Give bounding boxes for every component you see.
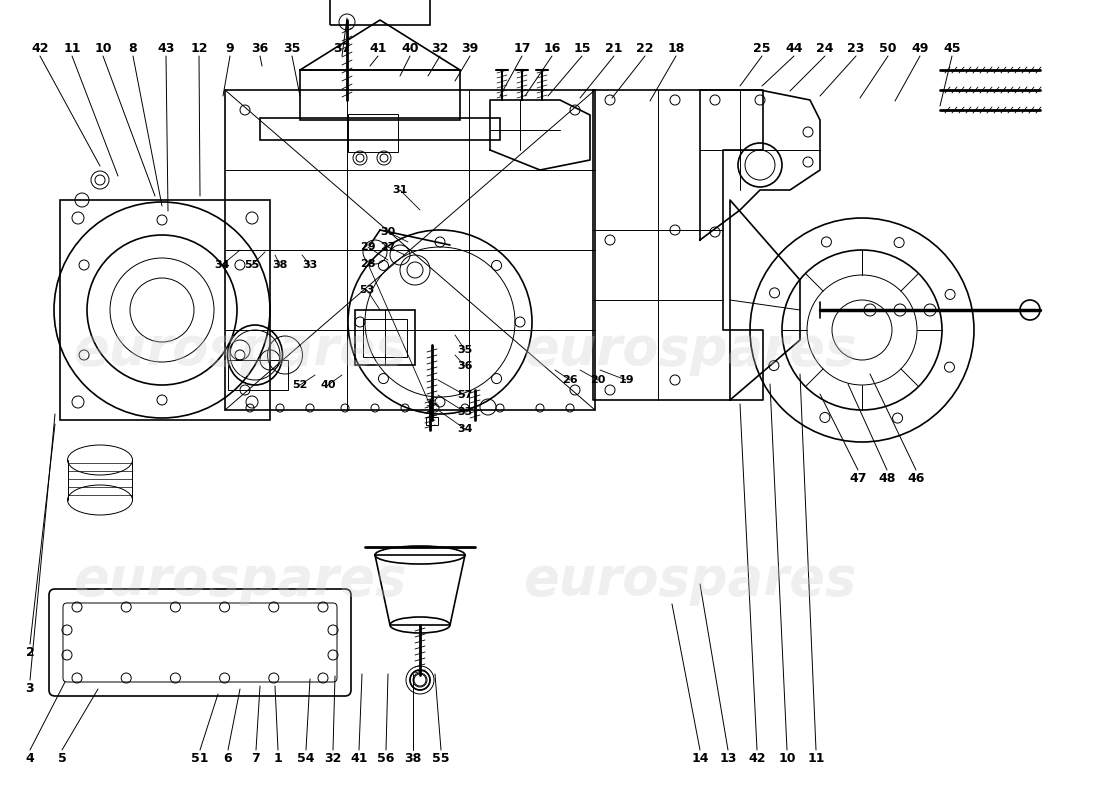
Text: 13: 13 (719, 751, 737, 765)
Text: 51: 51 (191, 751, 209, 765)
Text: 1: 1 (274, 751, 283, 765)
Text: 35: 35 (284, 42, 300, 54)
Bar (330, 0, 430, 25)
Text: 3: 3 (25, 682, 34, 694)
Text: 5: 5 (57, 751, 66, 765)
Bar (363, 319, 407, 357)
Text: 26: 26 (562, 375, 578, 385)
Text: 31: 31 (393, 185, 408, 195)
Text: 38: 38 (273, 260, 288, 270)
Text: 35: 35 (458, 345, 473, 355)
Text: 23: 23 (847, 42, 865, 54)
Text: 48: 48 (878, 471, 895, 485)
Text: 11: 11 (64, 42, 80, 54)
Text: eurospares: eurospares (524, 324, 857, 376)
Text: 45: 45 (944, 42, 960, 54)
Text: 27: 27 (381, 242, 396, 252)
Text: 44: 44 (785, 42, 803, 54)
Text: eurospares: eurospares (74, 554, 407, 606)
Text: 14: 14 (691, 751, 708, 765)
Text: 34: 34 (214, 260, 230, 270)
Text: 40: 40 (320, 380, 336, 390)
Text: 50: 50 (879, 42, 896, 54)
Text: 17: 17 (514, 42, 530, 54)
Text: 55: 55 (244, 260, 260, 270)
Text: 16: 16 (543, 42, 561, 54)
Text: 30: 30 (381, 227, 396, 237)
Text: 2: 2 (25, 646, 34, 658)
Bar (426, 417, 438, 425)
Text: 33: 33 (458, 407, 473, 417)
Text: 38: 38 (405, 751, 421, 765)
Text: 42: 42 (31, 42, 48, 54)
Text: 56: 56 (377, 751, 395, 765)
Bar (226, 90, 595, 410)
Text: 57: 57 (458, 390, 473, 400)
Bar (300, 70, 460, 120)
Bar (355, 310, 415, 365)
Text: 40: 40 (402, 42, 419, 54)
Bar (60, 200, 270, 420)
Text: 41: 41 (370, 42, 387, 54)
Text: 32: 32 (431, 42, 449, 54)
Text: 33: 33 (302, 260, 318, 270)
Text: 19: 19 (618, 375, 634, 385)
Text: 7: 7 (252, 751, 261, 765)
Text: 12: 12 (190, 42, 208, 54)
Text: 22: 22 (636, 42, 653, 54)
Text: 6: 6 (223, 751, 232, 765)
Text: 55: 55 (432, 751, 450, 765)
Text: 11: 11 (807, 751, 825, 765)
Text: 46: 46 (908, 471, 925, 485)
Text: 36: 36 (458, 361, 473, 371)
Text: 43: 43 (157, 42, 175, 54)
Text: 8: 8 (129, 42, 138, 54)
Bar (228, 360, 288, 390)
Text: 18: 18 (668, 42, 684, 54)
Text: 24: 24 (816, 42, 834, 54)
Text: 20: 20 (591, 375, 606, 385)
Text: 54: 54 (297, 751, 315, 765)
Text: 34: 34 (458, 424, 473, 434)
Text: 37: 37 (333, 42, 351, 54)
Text: 47: 47 (849, 471, 867, 485)
Text: 52: 52 (293, 380, 308, 390)
Text: 25: 25 (754, 42, 771, 54)
Text: eurospares: eurospares (524, 554, 857, 606)
Text: 21: 21 (605, 42, 623, 54)
Text: 39: 39 (461, 42, 478, 54)
Text: 9: 9 (226, 42, 234, 54)
Text: 41: 41 (350, 751, 367, 765)
Text: 49: 49 (911, 42, 928, 54)
Text: 15: 15 (573, 42, 591, 54)
Bar (260, 118, 500, 140)
Text: eurospares: eurospares (74, 324, 407, 376)
Text: 29: 29 (360, 242, 376, 252)
Text: 53: 53 (360, 285, 375, 295)
Bar (348, 114, 398, 152)
Text: 28: 28 (361, 259, 376, 269)
Text: 32: 32 (324, 751, 342, 765)
Text: 10: 10 (95, 42, 112, 54)
Text: 10: 10 (779, 751, 795, 765)
Text: 42: 42 (748, 751, 766, 765)
Text: 36: 36 (252, 42, 268, 54)
Text: 4: 4 (25, 751, 34, 765)
